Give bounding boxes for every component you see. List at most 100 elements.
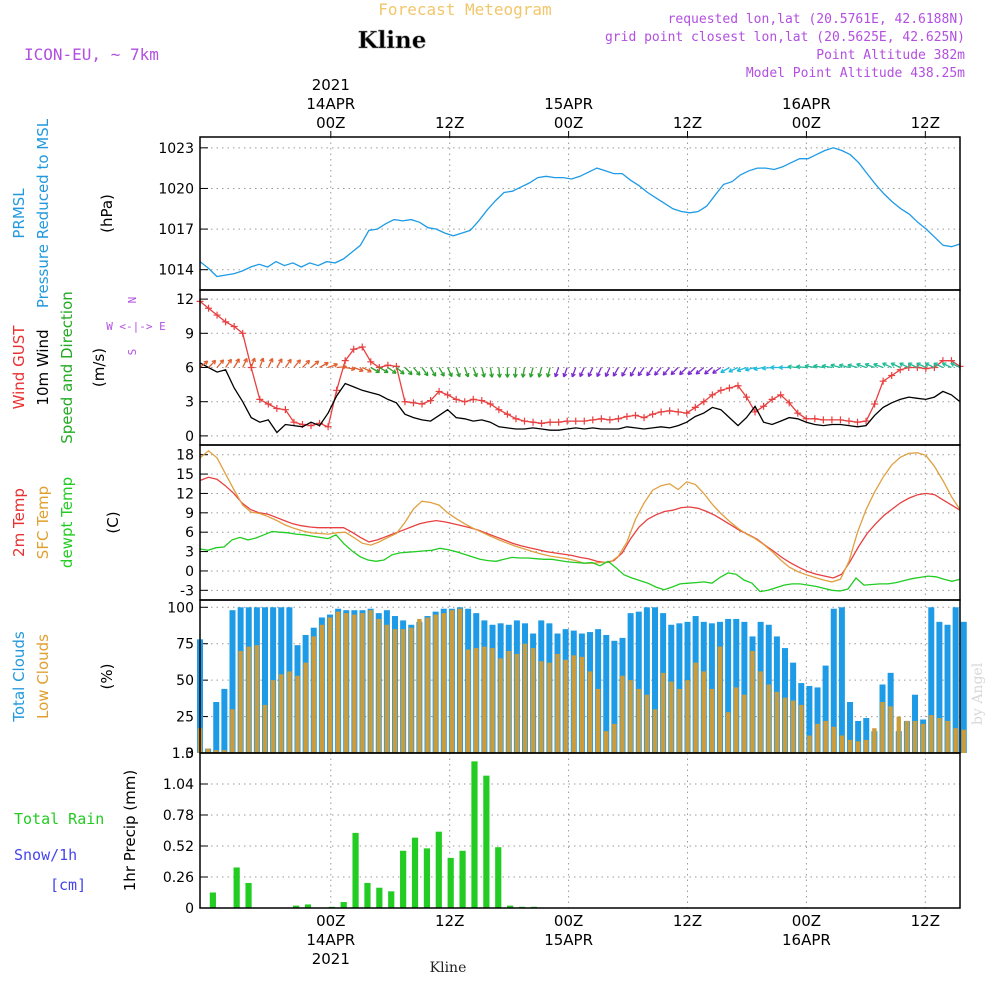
wind-direction-arrow (250, 357, 256, 368)
bar-total-clouds (635, 611, 642, 753)
wind-arrow-head (545, 373, 551, 378)
wind-arrow-head (375, 368, 381, 374)
series-line-2m-temp (199, 476, 961, 579)
wind-direction-arrow (804, 365, 815, 369)
bar-low-clouds (823, 720, 828, 753)
bar-low-clouds (360, 613, 365, 753)
wind-direction-arrow (353, 366, 364, 372)
wind-direction-arrow (522, 367, 526, 378)
gust-marker (444, 391, 452, 399)
wind-arrow-head (950, 362, 955, 367)
wind-direction-arrow (489, 367, 493, 378)
wind-direction-arrow (302, 359, 311, 368)
bar-total-clouds (863, 718, 870, 753)
unit-label: (hPa) (98, 194, 116, 233)
wind-arrow-head (392, 369, 397, 374)
bar-total-clouds (806, 685, 813, 753)
wind-direction-arrow (472, 367, 478, 378)
bar-low-clouds (230, 709, 235, 753)
wind-arrow-head (882, 362, 887, 367)
panel-border (199, 752, 961, 909)
bar-low-clouds (327, 617, 333, 753)
bottom-time-tick-label: 12Z (911, 912, 940, 930)
gust-marker (512, 415, 520, 423)
wind-direction-arrow (596, 367, 602, 377)
wind-arrow-head (351, 366, 356, 372)
wind-arrow-head (916, 362, 921, 367)
bar-low-clouds (904, 720, 910, 753)
wind-direction-arrow (259, 357, 264, 368)
footer-station-label: Kline (430, 960, 467, 976)
y-tick-label: 6 (185, 361, 194, 377)
bar-total-clouds (611, 640, 618, 753)
bar-total-clouds (847, 702, 854, 753)
bar-low-clouds (465, 649, 471, 753)
y-tick-label: 3 (185, 545, 194, 561)
bar-low-clouds (628, 680, 633, 753)
gust-marker (760, 402, 768, 410)
wind-direction-arrow (208, 359, 217, 368)
wind-arrow-head (728, 368, 733, 373)
wind-arrow-head (695, 369, 701, 375)
wind-direction-arrow (319, 361, 329, 369)
compass-s: S (126, 349, 139, 356)
bar-low-clouds (514, 653, 520, 753)
unit-label: (C) (104, 511, 122, 533)
wind-direction-arrow (395, 367, 405, 375)
wind-direction-arrow (225, 358, 232, 368)
gust-marker (503, 410, 511, 418)
bar-low-clouds (246, 646, 251, 753)
bar-low-clouds (831, 726, 836, 753)
bar-low-clouds (709, 688, 715, 753)
top-time-tick-label: 14APR (306, 95, 355, 113)
bar-total-clouds (960, 621, 967, 753)
wind-arrow-head (440, 372, 445, 377)
bar-low-clouds (701, 671, 706, 753)
bar-total-clouds (213, 702, 220, 753)
credit-watermark: by Angel (970, 662, 986, 725)
bar-low-clouds (344, 613, 349, 753)
series-line-sfc-temp (199, 449, 961, 583)
gust-marker (392, 362, 400, 370)
gust-marker (478, 397, 486, 405)
side-label: Snow/1h (14, 846, 77, 864)
wind-direction-arrow (687, 367, 696, 376)
bar-total-rain (209, 892, 216, 908)
wind-arrow-head (259, 357, 265, 363)
wind-arrow-head (456, 372, 461, 378)
bar-low-clouds (864, 739, 869, 753)
wind-direction-arrow (267, 358, 274, 368)
wind-arrow-head (287, 358, 292, 364)
wind-arrow-head (448, 372, 453, 378)
wind-arrow-head (795, 364, 801, 370)
bar-total-clouds (822, 665, 829, 753)
gust-marker (640, 414, 648, 422)
wind-direction-arrow (787, 365, 798, 369)
wind-arrow-head (473, 372, 478, 378)
unit-label: 1hr Precip (mm) (121, 770, 139, 891)
bar-low-clouds (409, 627, 414, 753)
wind-direction-arrow (704, 367, 713, 375)
bar-low-clouds (579, 656, 585, 753)
bar-total-clouds (814, 687, 821, 753)
wind-arrow-head (383, 368, 389, 374)
gust-marker (649, 410, 657, 418)
gust-marker (623, 413, 631, 421)
wind-arrow-head (496, 373, 502, 378)
wind-direction-arrow (447, 367, 453, 377)
bar-low-clouds (547, 662, 552, 753)
wind-direction-arrow (916, 362, 927, 369)
wind-direction-arrow (899, 362, 910, 369)
y-tick-label: 1.3 (172, 746, 194, 762)
bar-low-clouds (669, 681, 674, 753)
gust-marker (708, 391, 716, 399)
wind-direction-arrow (654, 367, 662, 376)
y-tick-label: -3 (180, 583, 194, 599)
wind-direction-arrow (481, 367, 486, 378)
gust-marker (743, 393, 751, 401)
wind-arrow-head (211, 359, 217, 365)
top-time-tick-label: 12Z (911, 114, 940, 132)
gust-marker (888, 371, 896, 379)
bar-low-clouds (888, 706, 893, 753)
